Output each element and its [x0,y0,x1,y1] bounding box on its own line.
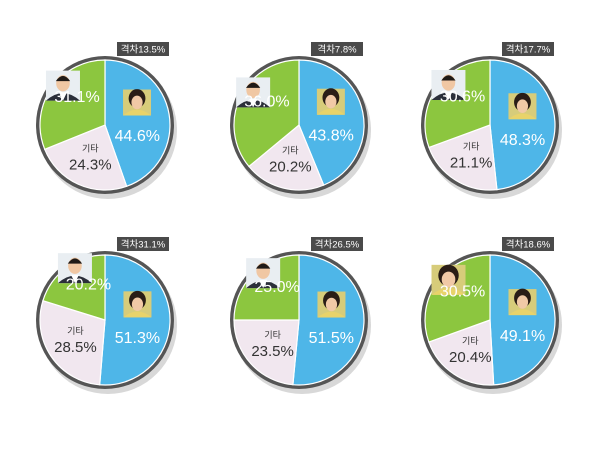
pie-chart-4: 51.3% 기타 28.5% 20.2% 격차31.1% [36,237,177,394]
pie-chart-2: 43.8% 기타 20.2% 36.0% 격차7.8% [230,42,371,199]
pie-slice-1 [489,59,556,191]
pie-chart-5: 51.5% 기타 23.5% 25.0% 격차26.5% [230,237,371,394]
value-label: 23.5% [251,343,294,360]
woman-portrait-icon [123,290,152,318]
slice-label: 기타 [463,141,480,151]
pie-slice-2 [39,299,106,386]
man-portrait-icon [45,70,80,101]
value-label: 28.5% [54,339,97,356]
gap-badge: 격차26.5% [311,237,363,251]
woman-portrait-icon [316,88,345,115]
pie-slice-1 [292,254,365,386]
woman-portrait-icon [317,291,346,318]
value-label: 36.0% [244,94,289,111]
gap-badge: 격차17.7% [502,42,554,56]
value-label: 43.8% [309,127,354,144]
pie-slice-2 [248,124,325,191]
woman-portrait-icon [123,89,152,116]
slice-label: 기타 [264,330,281,340]
gap-badge-bg [502,237,554,251]
pie-slice-2 [233,319,300,386]
gap-badge-text: 격차26.5% [315,239,360,251]
slice-label: 기타 [67,326,84,336]
gap-badge-bg [311,42,363,56]
gap-badge-bg [502,42,554,56]
woman-portrait-icon [431,264,466,295]
woman-portrait-icon [508,288,537,316]
man-portrait-icon [236,77,271,108]
value-label: 48.3% [500,132,545,149]
gap-badge-bg [117,42,169,56]
gap-badge-bg [117,237,169,251]
value-label: 51.5% [309,330,354,347]
value-label: 31.1% [54,89,99,106]
gap-badge: 격차13.5% [117,42,169,56]
gap-badge-text: 격차31.1% [121,239,166,251]
value-label: 30.5% [440,284,485,301]
value-label: 51.3% [115,330,160,347]
value-label: 24.3% [69,157,112,174]
value-label: 25.0% [254,279,299,296]
man-portrait-icon [431,69,466,100]
pie-slice-1 [99,254,171,386]
value-label: 20.2% [269,159,312,176]
value-label: 44.6% [115,128,160,145]
value-label: 20.2% [66,276,111,293]
value-label: 30.6% [440,89,485,106]
man-portrait-icon [57,253,92,284]
gap-badge-text: 격차13.5% [121,44,166,56]
value-label: 20.4% [449,349,492,366]
gap-badge: 격차18.6% [502,237,554,251]
gap-badge-text: 격차17.7% [506,44,551,56]
gap-badge: 격차31.1% [117,237,169,251]
gap-badge-bg [311,237,363,251]
pie-chart-3: 48.3% 기타 21.1% 30.6% 격차17.7% [421,42,562,199]
value-label: 49.1% [500,328,545,345]
slice-label: 기타 [282,146,299,156]
slice-label: 기타 [82,144,99,154]
value-label: 21.1% [450,154,493,171]
pie-chart-6: 49.1% 기타 20.4% 30.5% 격차18.6% [421,237,562,394]
pie-slice-1 [104,59,171,188]
slice-label: 기타 [462,336,479,346]
pie-slice-1 [298,59,365,186]
man-portrait-icon [246,258,281,289]
gap-badge-text: 격차7.8% [317,44,357,56]
pie-chart-1: 44.6% 기타 24.3% 31.1% 격차13.5% [36,42,177,199]
pie-slice-1 [489,254,556,386]
gap-badge: 격차7.8% [311,42,363,56]
woman-portrait-icon [508,92,537,120]
gap-badge-text: 격차18.6% [506,239,551,251]
